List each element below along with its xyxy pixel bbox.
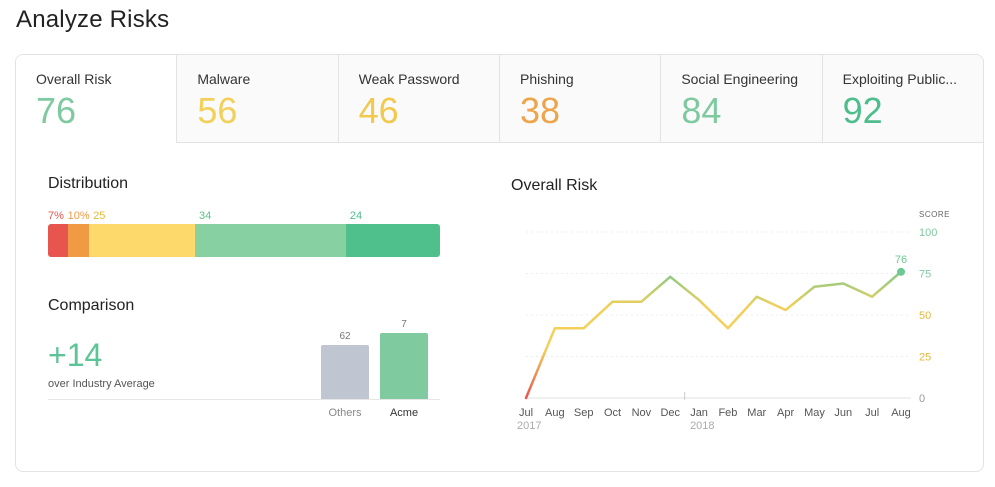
comparison-bar-category: Acme [389, 407, 419, 419]
distribution-segment [89, 224, 195, 257]
x-tick-label: Aug [545, 407, 565, 419]
distribution-label: 10% [67, 210, 90, 222]
comparison-axis [48, 399, 440, 400]
tab-malware[interactable]: Malware 56 [176, 55, 338, 143]
x-tick-label: Jun [834, 407, 852, 419]
distribution-segment [345, 224, 440, 257]
y-tick-label: 0 [919, 393, 925, 405]
risk-series-line [524, 270, 903, 400]
tab-phishing[interactable]: Phishing 38 [498, 55, 661, 143]
distribution-label: 25 [93, 210, 106, 222]
x-tick-label: Dec [660, 407, 680, 419]
x-tick-label: Jul [865, 407, 879, 419]
tab-score: 76 [36, 90, 77, 131]
distribution-segment [67, 224, 90, 257]
distribution-label: 24 [349, 210, 363, 222]
tab-label: Overall Risk [36, 71, 112, 87]
x-tick-label: Feb [718, 407, 737, 419]
chart-title: Overall Risk [511, 177, 598, 194]
tab-label: Social Engineering [681, 71, 799, 87]
y-tick-label: 100 [919, 227, 937, 239]
tab-weak-password[interactable]: Weak Password 46 [337, 55, 499, 143]
y-axis-label: SCORE [919, 210, 950, 219]
y-tick-label: 50 [919, 310, 931, 322]
y-tick-label: 75 [919, 269, 931, 281]
tab-score: 46 [358, 90, 399, 131]
tab-label: Malware [197, 71, 251, 87]
tab-overall-risk[interactable]: Overall Risk 76 [16, 55, 177, 143]
comparison-bar-category: Others [328, 407, 362, 419]
x-year-label: 2018 [690, 420, 714, 432]
tab-exploiting-public[interactable]: Exploiting Public... 92 [821, 55, 983, 143]
comparison-bar-value: 62 [339, 331, 351, 342]
tab-score: 38 [519, 90, 561, 131]
distribution-label: 7% [48, 210, 64, 222]
x-tick-label: Mar [747, 407, 766, 419]
x-tick-label: Apr [777, 407, 794, 419]
distribution-label: 34 [199, 210, 212, 222]
comparison-bar-others[interactable] [321, 345, 369, 399]
comparison-subtitle: over Industry Average [48, 378, 155, 390]
last-data-point [897, 267, 905, 276]
y-tick-label: 25 [919, 352, 931, 364]
risk-card: Overall Risk 76 Malware 56 Weak Password… [15, 54, 984, 472]
overall-risk-chart: 0 25 50 75 100 SCORE Jul Aug Sep Oct Nov Dec Jan Feb M… [517, 210, 950, 432]
x-tick-label: Nov [632, 407, 652, 419]
x-tick-label: Aug [891, 407, 911, 419]
x-tick-label: Oct [604, 407, 621, 419]
tab-score: 84 [681, 90, 722, 131]
risk-tabs: Overall Risk 76 Malware 56 Weak Password… [16, 55, 983, 143]
tab-social-engineering[interactable]: Social Engineering 84 [660, 55, 822, 143]
tab-score: 56 [197, 90, 238, 131]
last-point-label: 76 [895, 254, 907, 266]
tab-label: Weak Password [358, 71, 460, 87]
distribution-title: Distribution [48, 175, 129, 192]
comparison-value: +14 [48, 337, 103, 373]
comparison-bar-acme[interactable] [380, 333, 428, 399]
x-tick-label: Jul [519, 407, 533, 419]
tab-score: 92 [842, 90, 883, 131]
tab-label: Phishing [519, 71, 574, 87]
x-tick-label: Jan [690, 407, 708, 419]
x-year-label: 2017 [517, 420, 541, 432]
distribution-segment [48, 224, 68, 257]
distribution-segment [194, 224, 346, 257]
distribution-bar [48, 224, 440, 257]
x-tick-label: May [804, 407, 825, 419]
tab-label: Exploiting Public... [842, 71, 958, 87]
page-title: Analyze Risks [16, 6, 170, 33]
comparison-bar-value: 7 [401, 319, 407, 330]
x-tick-label: Sep [574, 407, 594, 419]
comparison-title: Comparison [48, 297, 135, 314]
